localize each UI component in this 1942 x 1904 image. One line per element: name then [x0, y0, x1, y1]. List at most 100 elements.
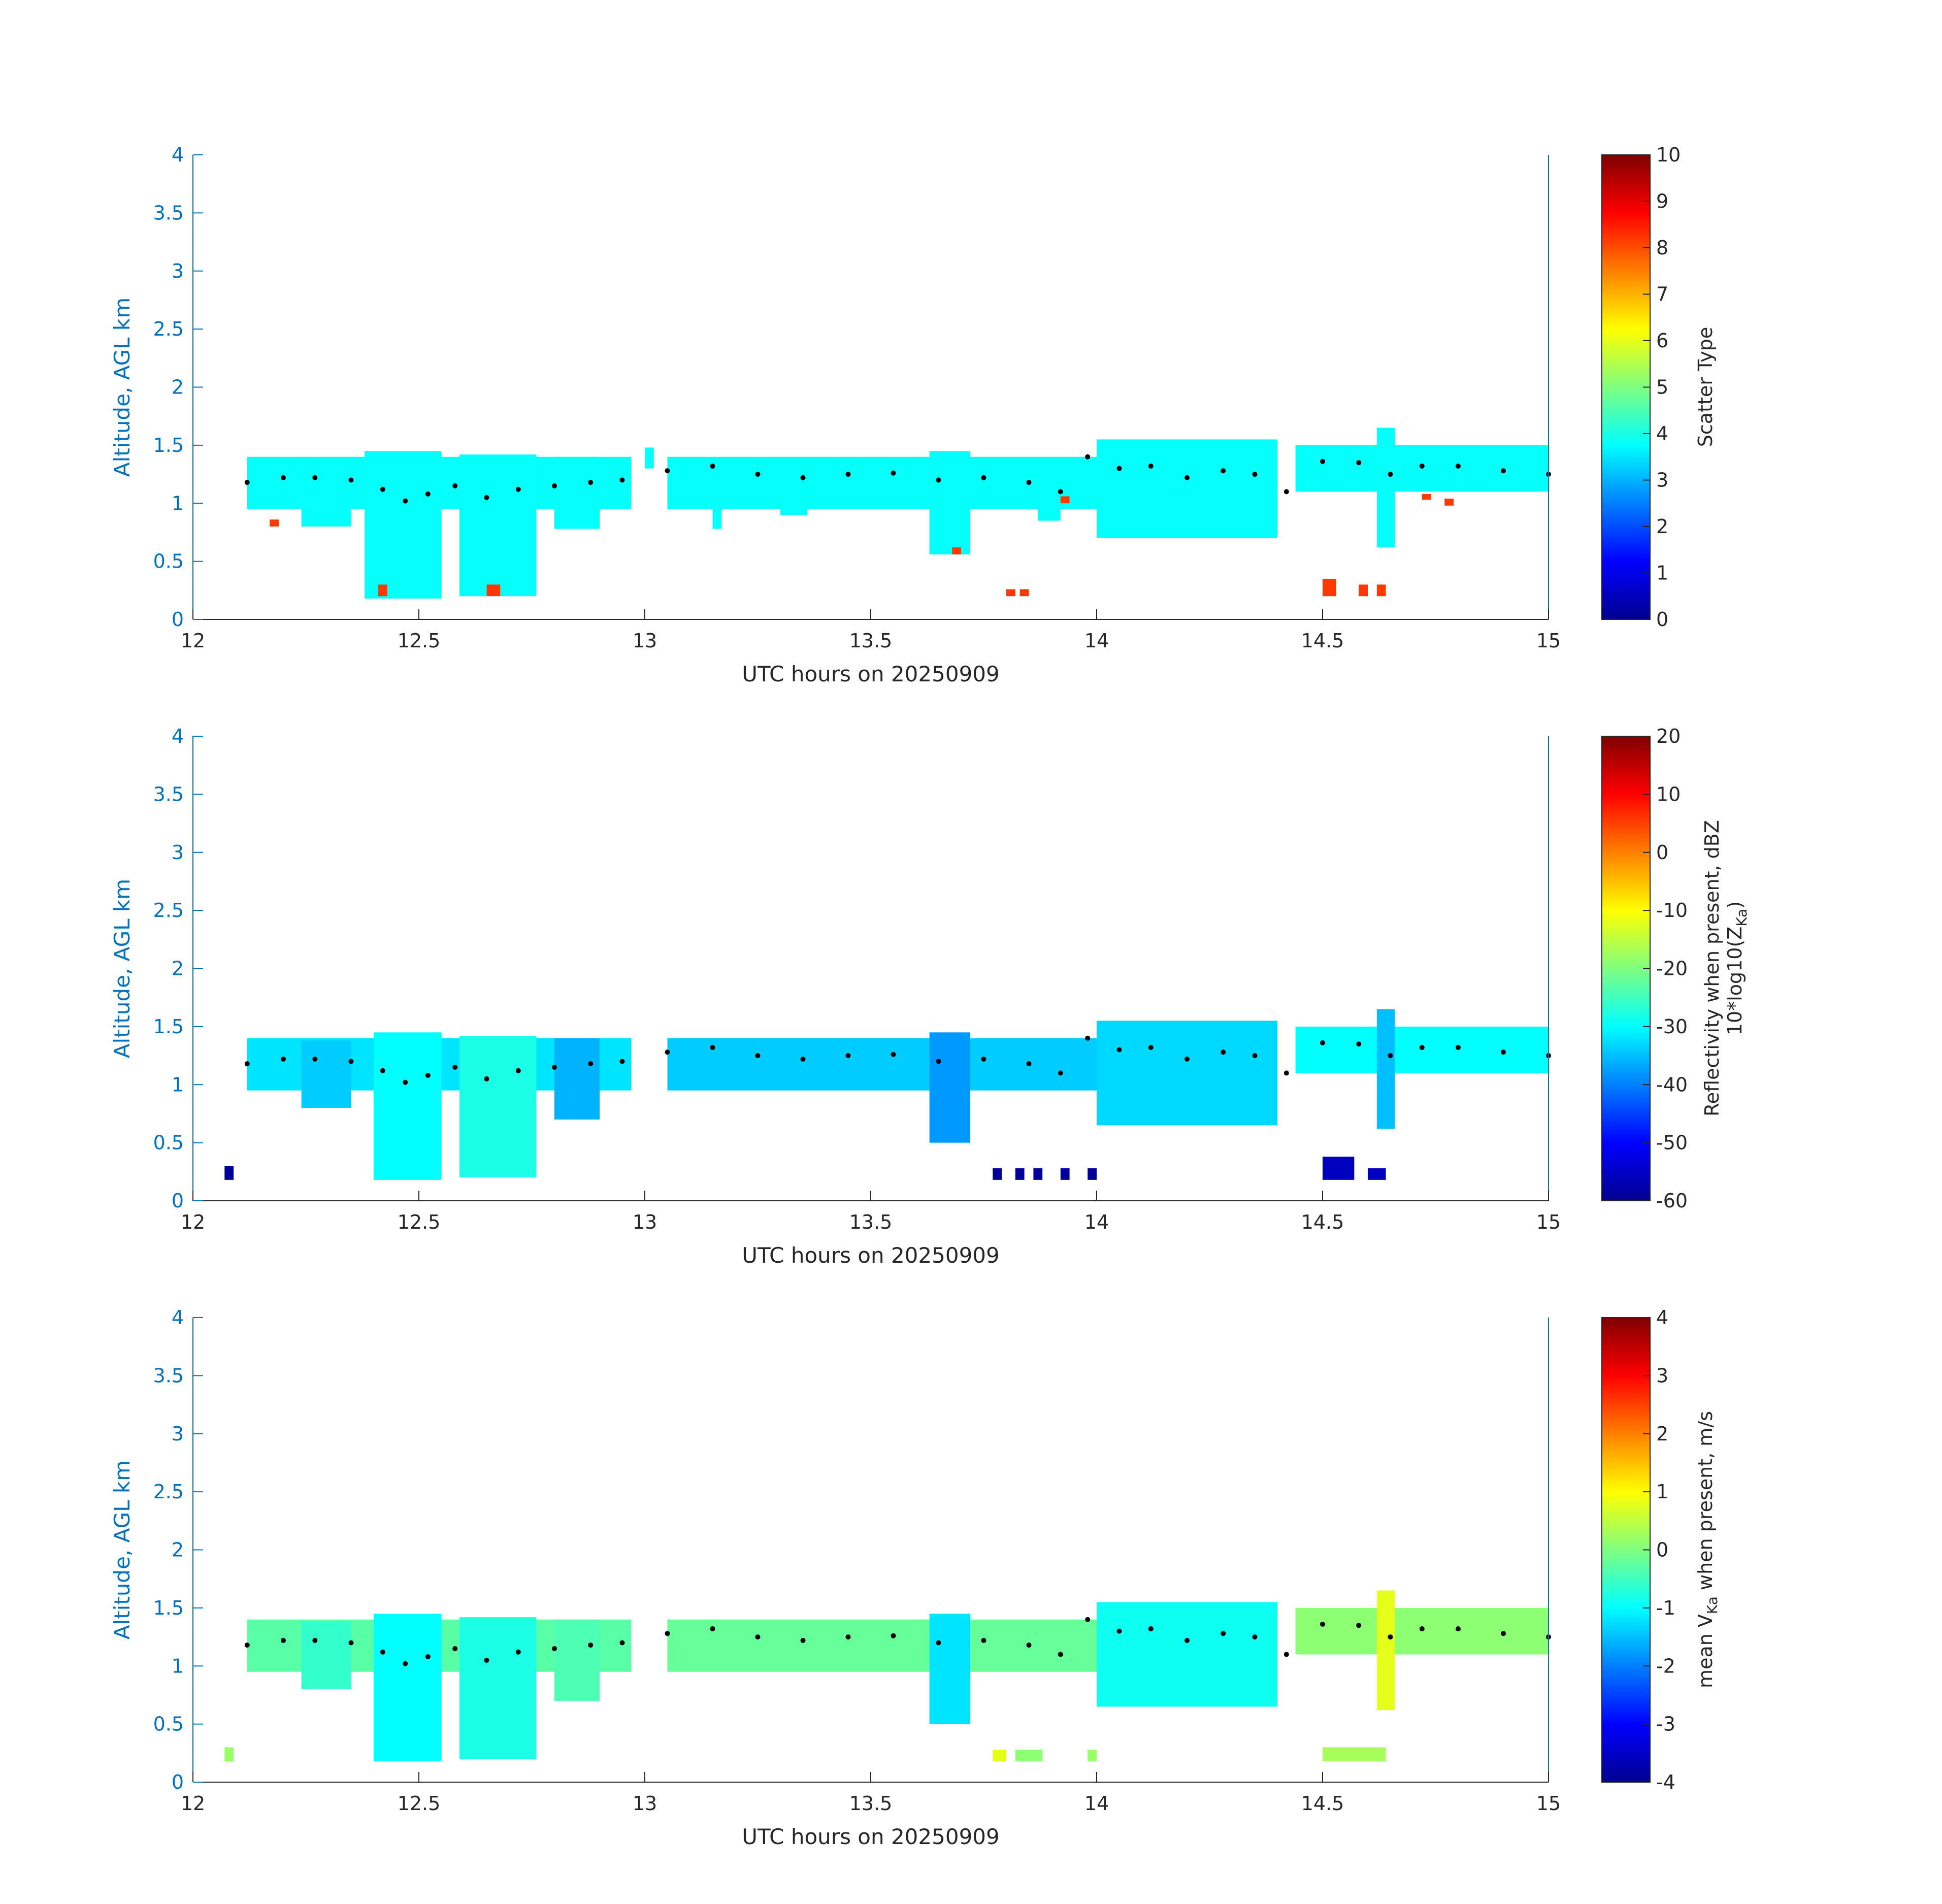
top-dot-3-22 [1058, 1652, 1063, 1657]
top-dot-2-8 [484, 1076, 489, 1081]
cell-1-23 [1376, 584, 1386, 597]
cell-2-16 [1323, 1157, 1355, 1180]
cell-2-15 [1088, 1168, 1097, 1180]
colorbar-label3-main: mean V [1694, 1614, 1717, 1688]
cb-tick-label-3-0: -4 [1656, 1771, 1675, 1793]
colorbar-2: -60 -50 -40 -30 -20 -10 0 10 20 [1601, 725, 1688, 1212]
x-ticks-1: 12 12.5 13 13.5 14 14.5 15 [181, 609, 1561, 652]
y-tick-label-2-4: 2 [172, 958, 184, 980]
top-dot-2-31 [1356, 1041, 1362, 1047]
top-dot-2-34 [1456, 1045, 1461, 1051]
top-dot-3-13 [665, 1631, 670, 1636]
y-tick-label-1-5: 2.5 [153, 318, 184, 340]
y-tick-label-2-0: 0 [172, 1190, 184, 1212]
colorbar-label-2: Reflectivity when present, dBZ [1701, 820, 1723, 1117]
colorbar-label3-end: when present, m/s [1694, 1411, 1717, 1596]
panel-reflectivity: 12 12.5 13 13.5 14 14.5 15 0 0.5 1 1.5 2 2.5 3 3.5 4 U… [110, 725, 1750, 1268]
cell-2-13 [1033, 1168, 1043, 1180]
cell-2-17 [1368, 1168, 1386, 1180]
y-tick-label-2-7: 3.5 [153, 783, 184, 805]
cell-1-6 [667, 456, 1097, 509]
cell-1-2 [365, 451, 442, 599]
cell-1-24 [1422, 494, 1431, 500]
top-dot-3-14 [710, 1626, 715, 1632]
y-tick-label-2-3: 1.5 [153, 1015, 184, 1038]
cell-3-7 [1097, 1602, 1277, 1707]
top-dot-2-33 [1419, 1045, 1425, 1051]
x-tick-label-1-4: 14 [1084, 630, 1109, 652]
y-tick-label-2-8: 4 [172, 725, 184, 747]
top-dot-2-9 [515, 1068, 521, 1073]
top-dot-1-16 [800, 475, 806, 480]
cb-tick-label-1-5: 5 [1656, 376, 1668, 399]
cell-2-10 [224, 1166, 234, 1180]
top-dot-1-35 [1501, 468, 1506, 474]
top-dot-2-30 [1320, 1040, 1325, 1045]
colorbar-gradient-2 [1601, 736, 1651, 1201]
cb-tick-label-3-1: -3 [1656, 1713, 1675, 1735]
cell-3-14 [1323, 1747, 1386, 1761]
cell-1-11 [1097, 439, 1277, 538]
cell-1-5 [645, 447, 654, 469]
cell-1-17 [952, 547, 961, 554]
cb-tick-label-1-8: 8 [1656, 237, 1668, 259]
panel-scatter-type: 12 12.5 13 13.5 14 14.5 15 00.511.522.533.54 U… [110, 144, 1717, 686]
top-dot-2-4 [380, 1068, 385, 1073]
top-dot-2-10 [552, 1064, 557, 1070]
cb-tick-label-3-7: 3 [1656, 1364, 1668, 1387]
cell-3-12 [1015, 1749, 1043, 1761]
colorbar-label-1: Scatter Type [1694, 327, 1717, 447]
top-dot-3-35 [1501, 1631, 1506, 1636]
x-tick-label-3-3: 13.5 [849, 1792, 893, 1815]
x-tick-label-2-4: 14 [1084, 1211, 1109, 1233]
top-dot-3-20 [981, 1637, 986, 1643]
y-tick-label-2-2: 1 [172, 1073, 184, 1096]
cell-2-6 [929, 1032, 970, 1143]
cb-tick-label-3-5: 1 [1656, 1481, 1668, 1503]
plot-cells-3 [224, 1590, 1549, 1761]
top-dot-1-27 [1221, 468, 1226, 474]
x-tick-label-1-1: 12.5 [398, 630, 441, 652]
top-dot-2-5 [403, 1079, 408, 1085]
cell-3-9 [1376, 1590, 1395, 1711]
cb-tick-label-2-3: -30 [1656, 1015, 1688, 1038]
x-ticks-3: 12 12.5 13 13.5 14 14.5 15 [181, 1772, 1561, 1815]
y-ticks-3: 0 0.5 1 1.5 2 2.5 3 3.5 4 [153, 1306, 203, 1793]
x-axis-label-1: UTC hours on 20250909 [742, 662, 1000, 686]
top-dot-1-12 [619, 477, 625, 483]
y-tick-label-1-6: 3 [172, 260, 184, 282]
cb-tick-label-3-8: 4 [1656, 1306, 1668, 1329]
y-tick-label-1-2: 1 [172, 492, 184, 514]
top-dot-3-17 [845, 1634, 851, 1640]
top-dot-2-12 [619, 1059, 625, 1064]
top-dot-2-18 [891, 1052, 896, 1057]
cb-tick-label-2-1: -50 [1656, 1132, 1688, 1154]
top-dot-2-2 [312, 1056, 318, 1062]
cell-2-1 [374, 1032, 442, 1180]
cell-1-21 [1323, 578, 1336, 597]
cell-1-4 [554, 456, 600, 529]
top-dot-3-34 [1456, 1626, 1461, 1632]
top-dot-1-13 [665, 468, 670, 474]
cb-tick-label-2-2: -40 [1656, 1073, 1688, 1096]
top-dot-2-1 [281, 1056, 286, 1062]
x-tick-label-3-0: 12 [181, 1792, 205, 1815]
cell-1-15 [378, 584, 387, 597]
colorbar-label3-sub: Ka [1704, 1596, 1721, 1614]
x-tick-label-1-6: 15 [1536, 630, 1561, 652]
y-tick-label-3-1: 0.5 [153, 1713, 184, 1735]
cell-1-22 [1359, 584, 1368, 597]
top-dot-2-17 [845, 1053, 851, 1059]
cb-tick-label-3-2: -2 [1656, 1655, 1675, 1677]
top-dot-1-21 [1026, 480, 1032, 485]
top-dot-3-11 [588, 1643, 594, 1648]
top-dot-3-31 [1356, 1623, 1362, 1628]
top-dot-1-29 [1283, 489, 1289, 495]
top-dot-1-14 [710, 464, 715, 469]
colorbar-label-3: mean VKa when present, m/s [1694, 1411, 1721, 1688]
colorbar-label2-end: ) [1724, 901, 1746, 909]
top-dot-1-15 [755, 472, 761, 477]
x-tick-label-3-6: 15 [1536, 1792, 1561, 1815]
cell-3-10 [224, 1747, 234, 1761]
cell-2-2 [459, 1036, 537, 1178]
